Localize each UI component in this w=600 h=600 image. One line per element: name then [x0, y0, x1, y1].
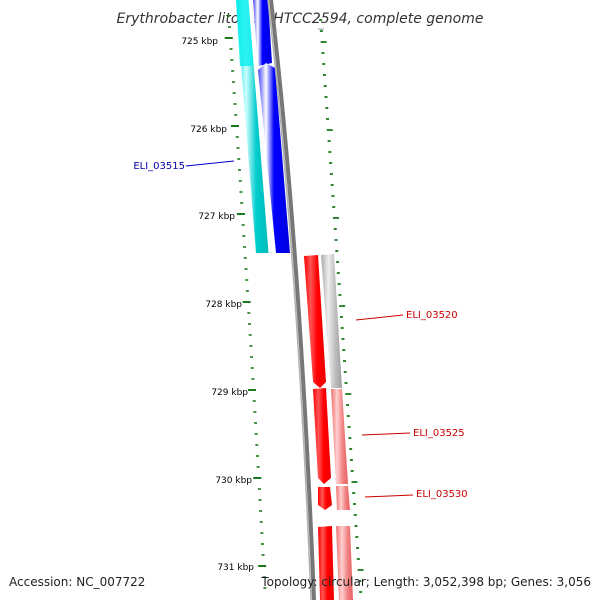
forward-cds-track [304, 255, 334, 600]
reverse-cds-track [253, 0, 290, 253]
gene-label-eli-03520[interactable]: ELI_03520 [355, 310, 458, 321]
gc-skew-track-right [319, 19, 364, 593]
tick-label: 730 kbp [215, 476, 252, 486]
genome-backbone [269, 0, 316, 600]
cds-feature-downstream[interactable] [318, 526, 334, 600]
tick-label: 728 kbp [205, 300, 242, 310]
cds-feature-eli-03520[interactable] [304, 255, 326, 388]
tick-label: 731 kbp [217, 563, 254, 573]
tick-label: 726 kbp [190, 125, 227, 135]
tick-label: 725 kbp [181, 37, 218, 47]
cds-feature-upstream[interactable] [253, 0, 272, 66]
tick-label: 729 kbp [211, 388, 248, 398]
map-title: Erythrobacter litoralis HTCC2594, comple… [117, 11, 484, 27]
gc-skew-track-left [224, 15, 267, 589]
gene-label-eli-03515[interactable]: ELI_03515 [133, 160, 235, 172]
gene-feature-eli-03520[interactable] [321, 254, 342, 388]
reverse-gene-track [236, 0, 270, 253]
gene-feature-eli-03525[interactable] [331, 389, 348, 484]
gene-label-text: ELI_03515 [133, 161, 185, 172]
gene-label-text: ELI_03530 [416, 489, 468, 500]
gene-label-eli-03525[interactable]: ELI_03525 [361, 428, 465, 439]
leader-line [361, 432, 411, 436]
cds-feature-eli-03515[interactable] [258, 63, 290, 253]
leader-line [364, 494, 414, 498]
coordinate-ticks: 725 kbp 726 kbp 727 kbp 728 kbp 729 kbp … [181, 37, 254, 573]
forward-gene-track [321, 254, 353, 600]
genome-backbone-highlight [267, 0, 312, 600]
topology-text: Topology: circular; Length: 3,052,398 bp… [260, 575, 591, 589]
gene-feature-eli-03530[interactable] [336, 486, 350, 510]
cds-feature-eli-03530[interactable] [318, 487, 332, 510]
accession-text: Accession: NC_007722 [9, 575, 145, 589]
track-separator [248, 0, 272, 254]
gene-label-text: ELI_03525 [413, 428, 465, 439]
gene-feature-downstream[interactable] [336, 526, 353, 600]
gene-feature-segment [236, 0, 254, 66]
gene-label-eli-03530[interactable]: ELI_03530 [364, 489, 468, 500]
cds-feature-eli-03525[interactable] [313, 388, 331, 484]
tick-label: 727 kbp [198, 212, 235, 222]
gene-label-text: ELI_03520 [406, 310, 458, 321]
leader-line [355, 314, 404, 321]
leader-line [185, 160, 235, 167]
